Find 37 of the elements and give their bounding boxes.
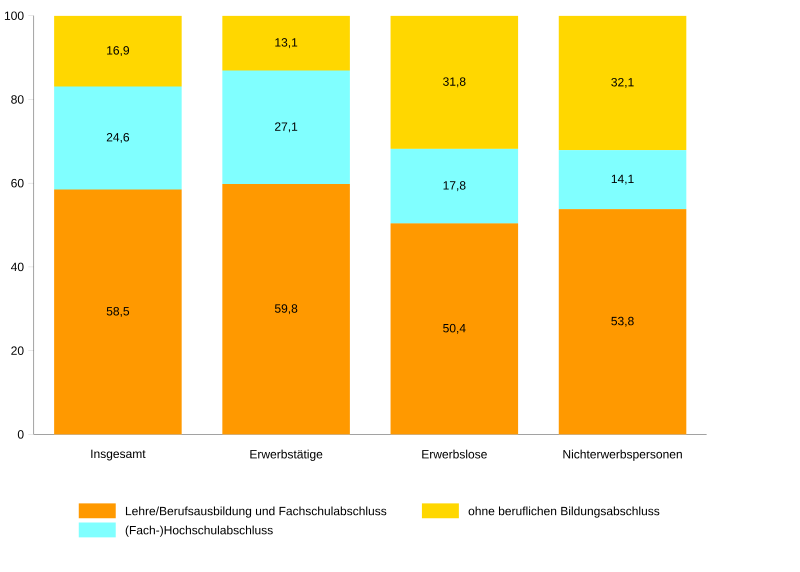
data-label: 53,8 <box>611 316 634 327</box>
data-label: 16,9 <box>107 46 130 56</box>
data-label: 13,1 <box>275 38 298 48</box>
y-tick-label: 100 <box>4 11 24 20</box>
legend-label: Lehre/Berufsausbildung und Fachschulabschluss <box>126 506 386 518</box>
data-label: 31,8 <box>443 77 466 88</box>
bar <box>390 16 518 149</box>
data-label: 27,1 <box>275 122 298 132</box>
bar <box>558 209 686 434</box>
y-tick-label: 80 <box>11 95 24 104</box>
y-tick-label: 60 <box>11 178 24 188</box>
bar <box>390 223 518 434</box>
bar <box>54 86 182 190</box>
legend-label: ohne beruflichen Bildungsabschluss <box>468 506 660 518</box>
bar <box>558 16 686 150</box>
bar <box>390 148 518 224</box>
bar <box>54 189 182 434</box>
bar <box>558 150 686 210</box>
bar <box>222 16 350 71</box>
y-tick-label: 20 <box>11 346 24 355</box>
data-label: 50,4 <box>443 324 466 334</box>
bar <box>222 184 350 434</box>
data-label: 17,8 <box>444 181 466 192</box>
data-label: 59,8 <box>274 304 298 314</box>
y-tick-label: 40 <box>10 262 24 272</box>
x-tick-label: Insgesamt <box>91 450 146 460</box>
data-label: 32,1 <box>611 78 634 88</box>
legend-label: (Fach-)Hochschulabschluss <box>126 526 273 537</box>
x-tick-label: Nichterwerbspersonen <box>563 450 682 461</box>
data-label: 14,1 <box>612 174 634 184</box>
data-label: 58,5 <box>106 306 130 317</box>
x-tick-label: Erwerbstätige <box>250 450 322 461</box>
bar <box>54 16 182 86</box>
x-tick-label: Erwerbslose <box>422 450 487 458</box>
data-label: 24,6 <box>106 132 130 143</box>
y-tick-label: 0 <box>18 430 24 439</box>
bar <box>222 70 350 184</box>
